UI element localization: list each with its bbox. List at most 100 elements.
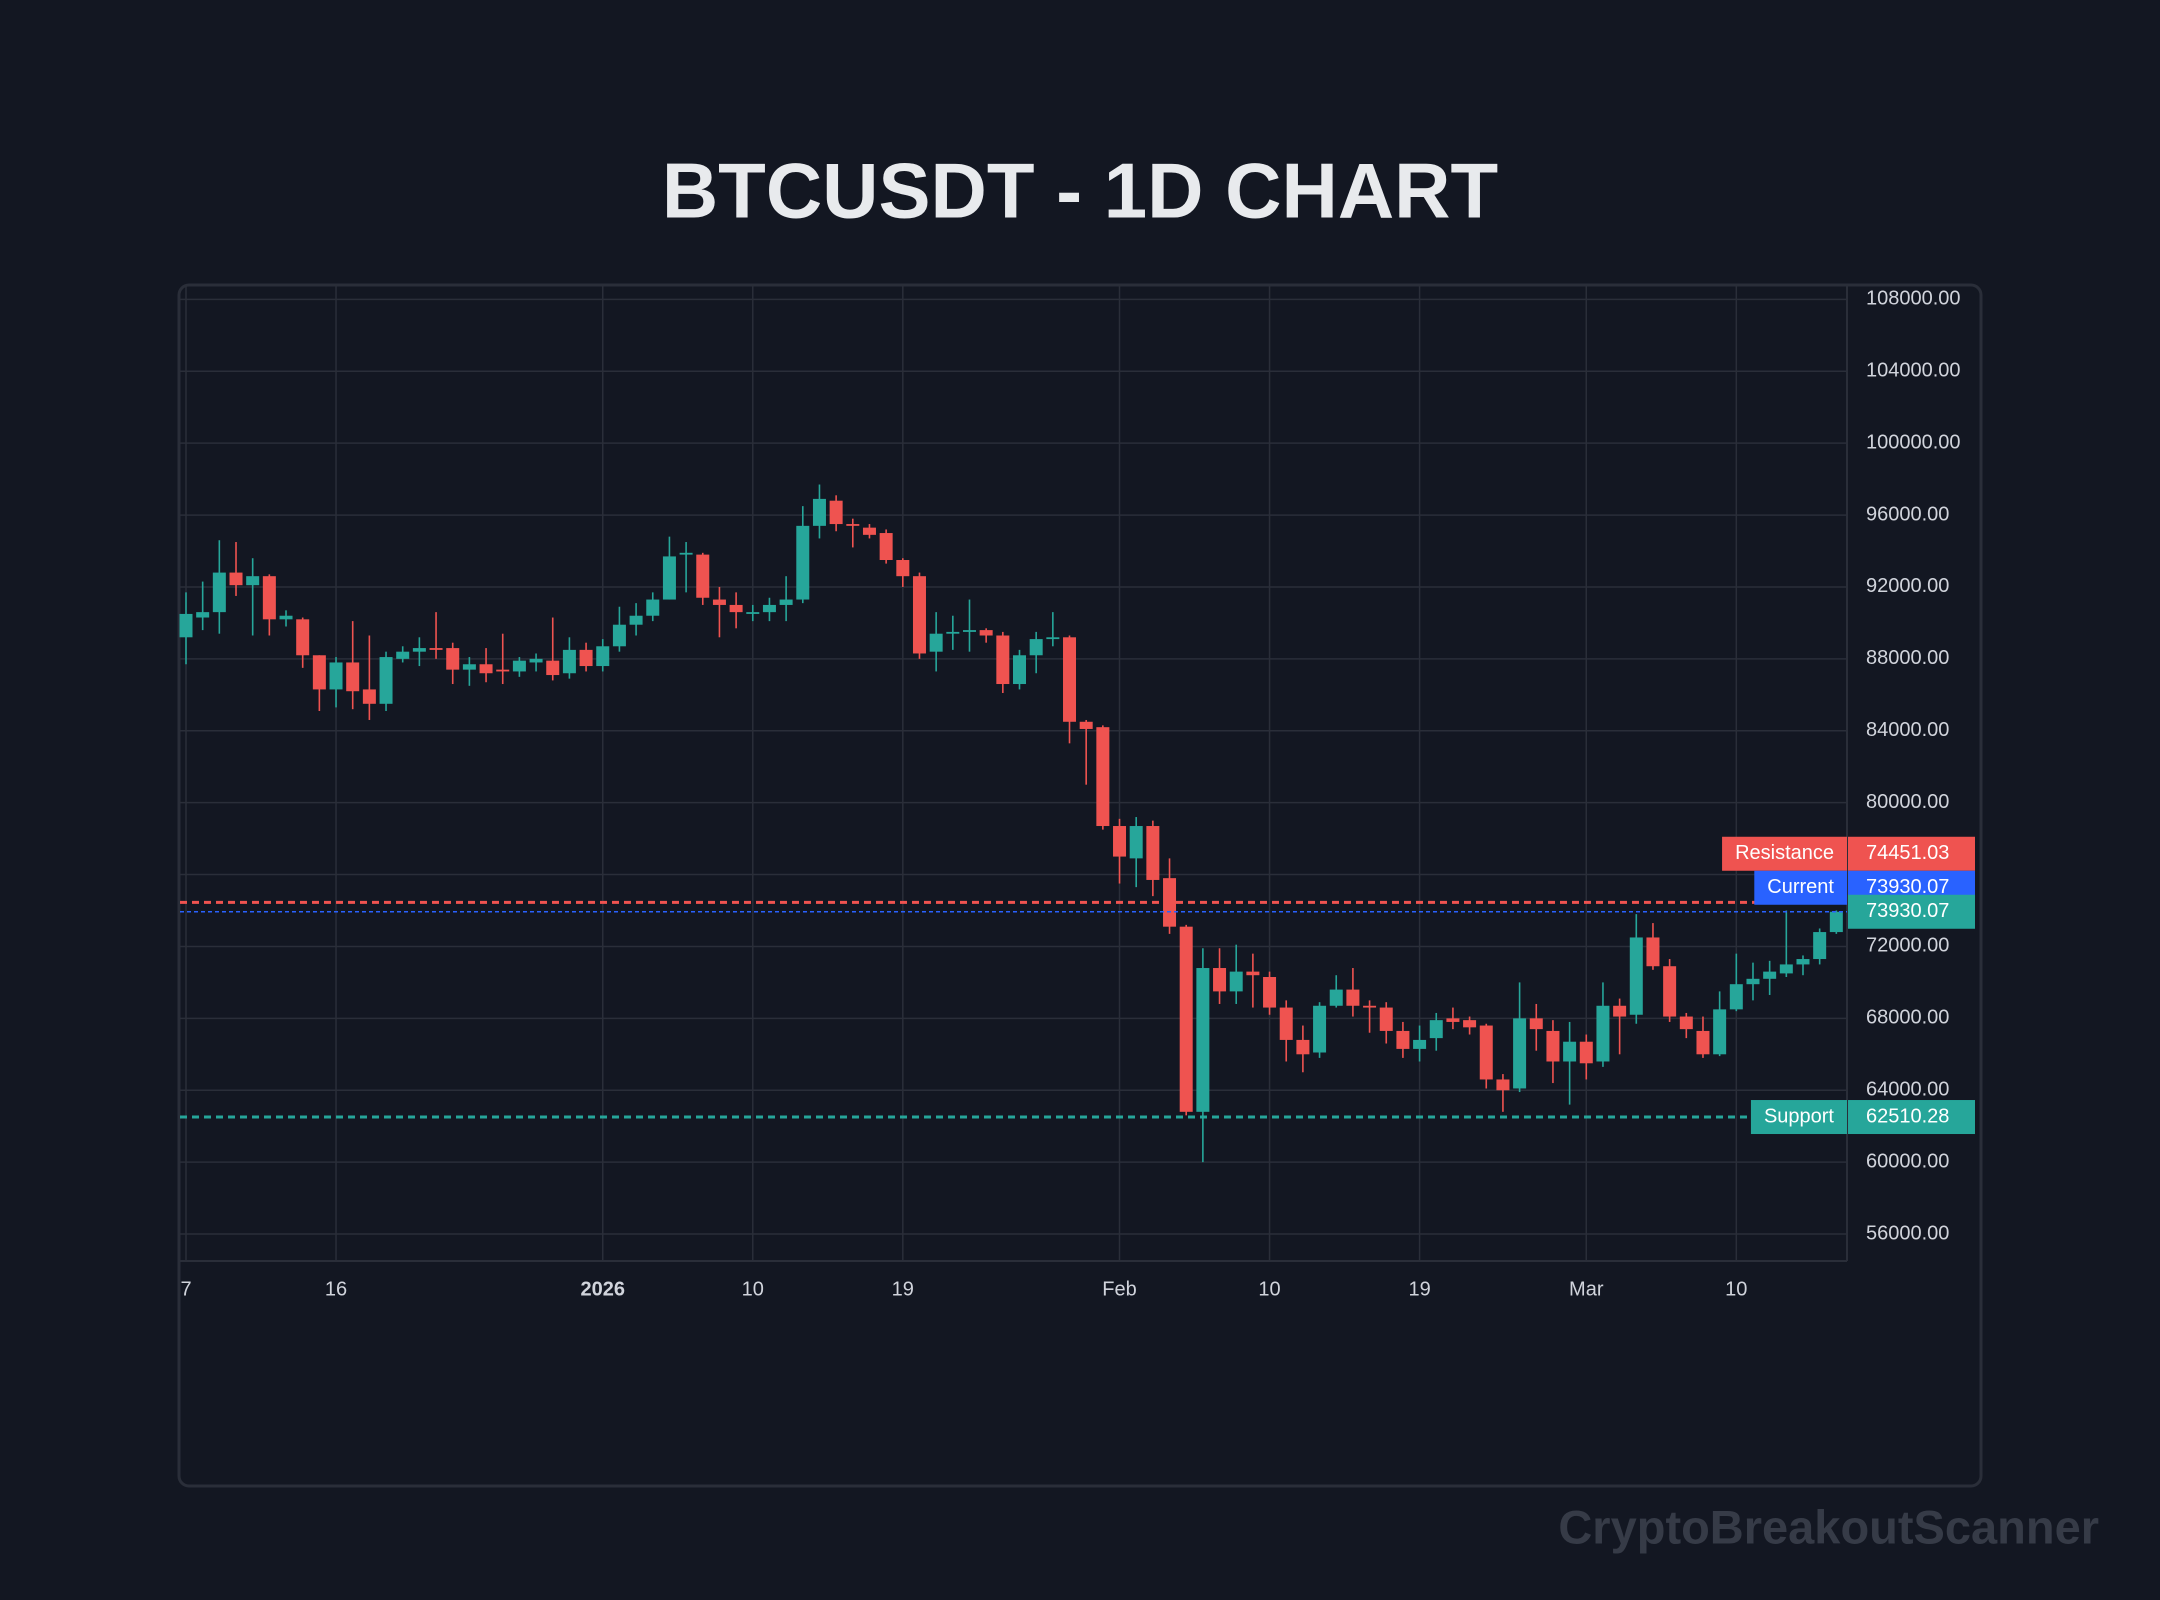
x-tick-label: 2026 (581, 1278, 626, 1300)
candle-body (1263, 977, 1277, 1008)
candle-body (1063, 637, 1077, 722)
candle-body (212, 572, 226, 613)
candle-body (1796, 959, 1810, 965)
candle-body (612, 624, 626, 647)
x-tick-label: 16 (325, 1278, 347, 1300)
candle-body (1479, 1025, 1493, 1080)
level-name: Resistance (1735, 842, 1834, 864)
candle-body (979, 630, 993, 636)
candle-body (1496, 1079, 1510, 1091)
candle-body (196, 612, 210, 618)
candle-body (796, 525, 810, 600)
candle-body (1413, 1039, 1427, 1049)
y-tick-label: 96000.00 (1866, 503, 1949, 525)
candle-body (1346, 989, 1360, 1006)
candle-body (1129, 826, 1143, 859)
candle-body (946, 631, 960, 634)
x-tick-label: 10 (1725, 1278, 1747, 1300)
y-tick-label: 88000.00 (1866, 647, 1949, 669)
y-tick-label: 104000.00 (1866, 360, 1961, 382)
candle-body (596, 646, 610, 667)
x-tick-label: Mar (1569, 1278, 1604, 1300)
level-value-box (1848, 1100, 1975, 1135)
candle-body (996, 635, 1010, 685)
candle-body (496, 669, 510, 672)
watermark: CryptoBreakoutScanner (1558, 1500, 2099, 1553)
candle-body (879, 533, 893, 561)
candle-body (546, 660, 560, 676)
candle-body (1229, 971, 1243, 992)
candle-body (296, 619, 310, 656)
candle-body (1596, 1005, 1610, 1062)
candle-body (1046, 637, 1060, 640)
candle-body (846, 524, 860, 526)
candle-body (712, 599, 726, 605)
level-name-box (1722, 836, 1847, 871)
candle-body (1646, 937, 1660, 967)
candle-body (1563, 1041, 1577, 1062)
candle-body (312, 655, 326, 690)
candle-body (346, 662, 360, 692)
level-value-box (1848, 836, 1975, 871)
candle-body (246, 576, 260, 586)
candle-body (1463, 1020, 1477, 1028)
candle-body (396, 651, 410, 659)
candle-body (1096, 727, 1110, 827)
candle-body (262, 576, 276, 620)
candle-body (1113, 826, 1127, 857)
candle-body (1829, 911, 1843, 933)
candle-body (812, 498, 826, 526)
candle-body (562, 649, 576, 674)
candle-body (579, 649, 593, 667)
candle-body (1079, 721, 1093, 729)
candle-body (629, 615, 643, 625)
y-tick-label: 80000.00 (1866, 791, 1949, 813)
level-value: 74451.03 (1866, 842, 1949, 864)
candle-body (1029, 639, 1043, 656)
candle-body (446, 648, 460, 670)
candle-body (1329, 989, 1343, 1006)
candle-body (1729, 984, 1743, 1010)
level-name-box (1750, 1100, 1847, 1135)
candle-body (1679, 1016, 1693, 1030)
candle-body (679, 552, 693, 555)
candle-body (929, 633, 943, 652)
candle-body (1579, 1041, 1593, 1064)
candle-body (1379, 1007, 1393, 1031)
candle-body (1813, 932, 1827, 960)
last-price-box (1848, 894, 1975, 929)
candle-body (1713, 1009, 1727, 1055)
y-tick-label: 68000.00 (1866, 1007, 1949, 1029)
candle-body (179, 613, 193, 638)
candle-body (1779, 964, 1793, 974)
candle-body (1363, 1005, 1377, 1008)
candle-body (912, 576, 926, 654)
candle-body (1313, 1005, 1327, 1053)
chart-panel (177, 283, 1983, 1488)
candle-body (1246, 971, 1260, 976)
candle-body (779, 599, 793, 605)
candle-body (1213, 968, 1227, 992)
candle-body (1279, 1007, 1293, 1040)
candle-body (1179, 926, 1193, 1112)
x-tick-label: 19 (892, 1278, 914, 1300)
candle-body (229, 572, 243, 586)
candle-body (479, 664, 493, 674)
candle-body (1446, 1018, 1460, 1022)
candle-body (1663, 966, 1677, 1017)
y-tick-label: 92000.00 (1866, 575, 1949, 597)
candle-body (379, 657, 393, 704)
candle-body (1613, 1005, 1627, 1017)
candle-body (1196, 968, 1210, 1112)
candle-body (412, 648, 426, 652)
candle-body (1546, 1030, 1560, 1062)
candle-body (1513, 1018, 1527, 1089)
level-name: Current (1767, 876, 1834, 898)
x-tick-label: 7 (180, 1278, 191, 1300)
candle-body (529, 658, 543, 663)
level-value: 62510.28 (1866, 1105, 1949, 1127)
candle-body (729, 604, 743, 613)
